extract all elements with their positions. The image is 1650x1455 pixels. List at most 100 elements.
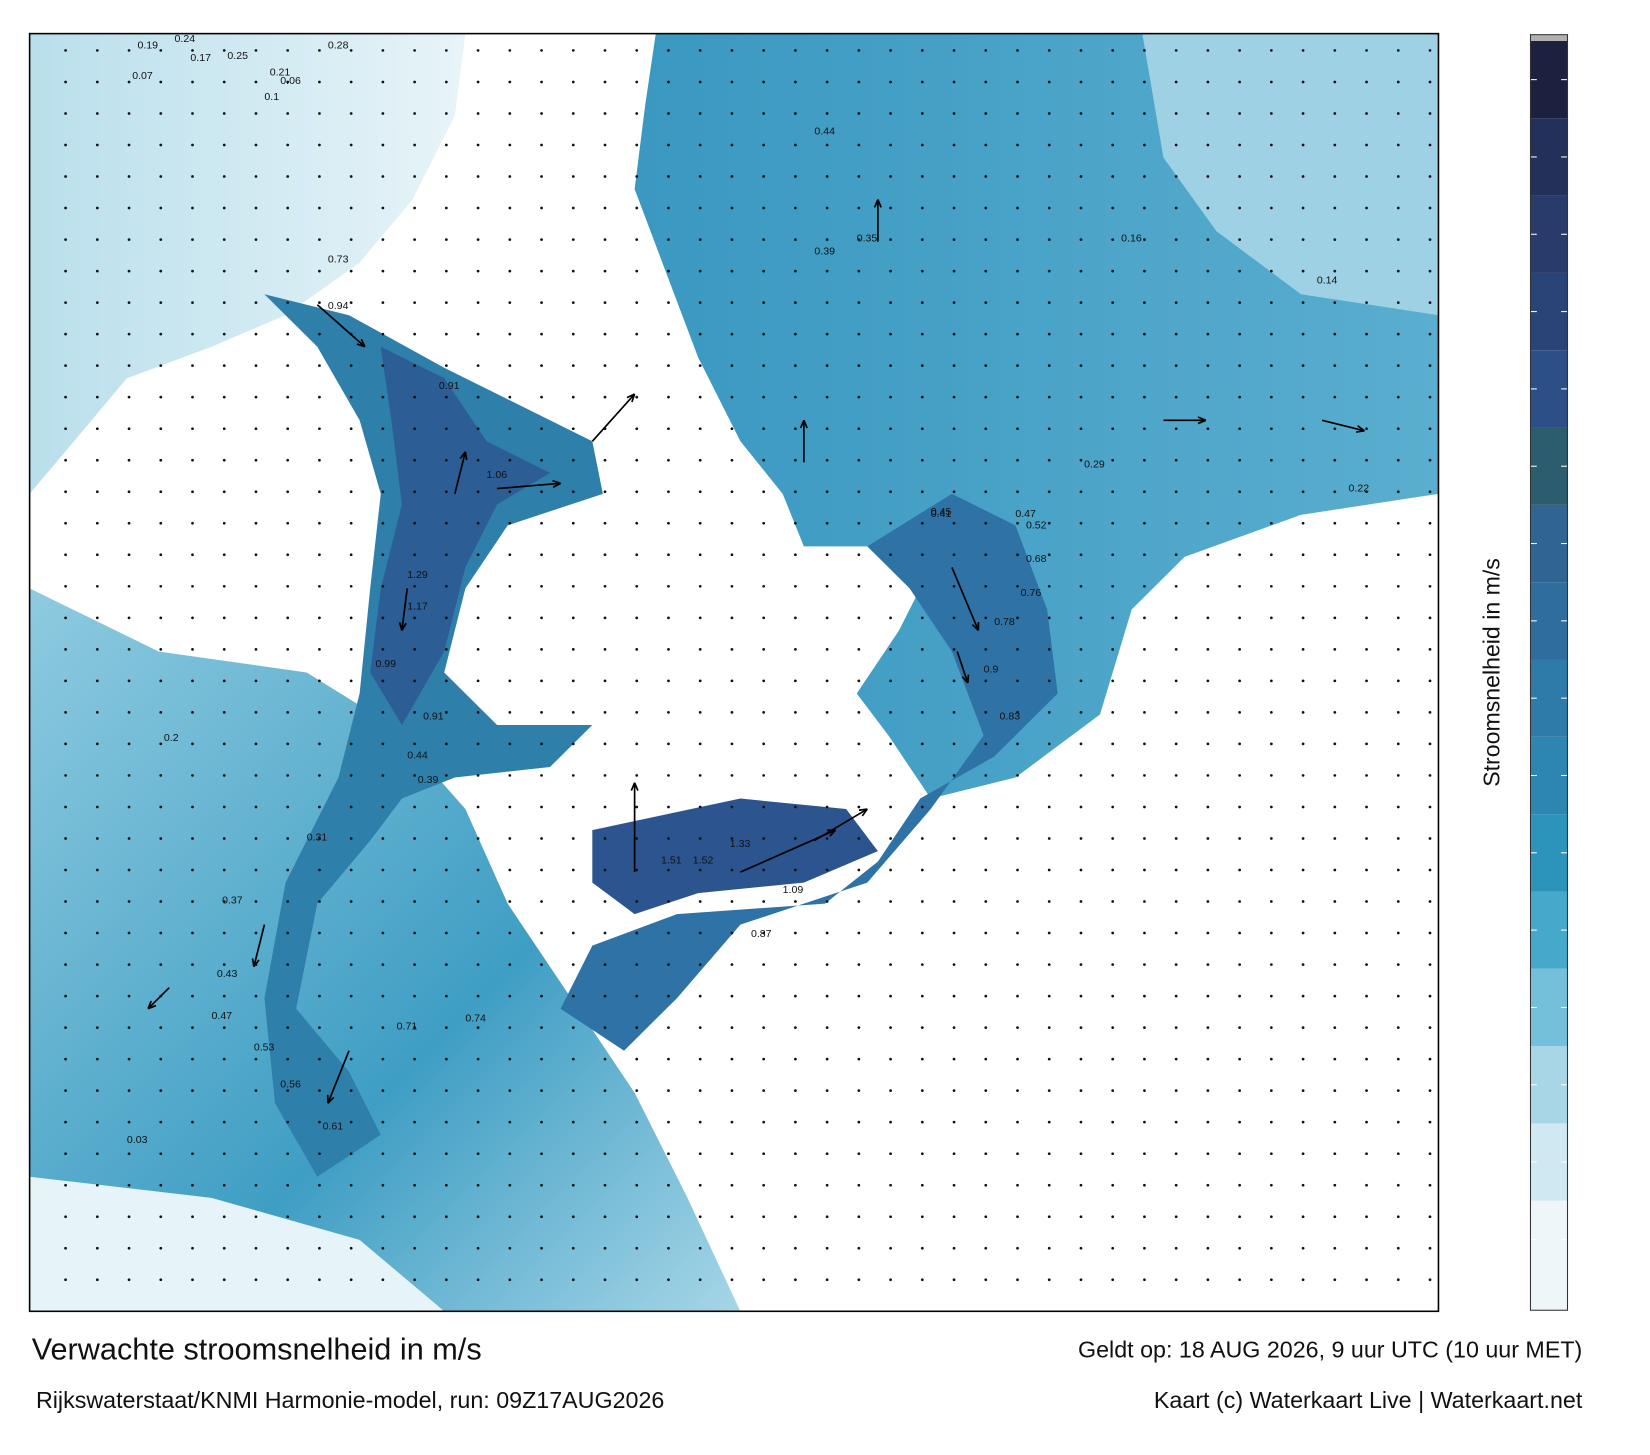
grid-dot: [603, 521, 607, 525]
grid-dot: [571, 1120, 575, 1124]
grid-dot: [889, 1215, 892, 1219]
grid-dot: [1143, 112, 1146, 115]
grid-dot: [1206, 238, 1210, 241]
grid-dot: [95, 238, 99, 241]
grid-dot: [191, 711, 194, 714]
grid-dot: [349, 80, 353, 84]
grid-dot: [64, 584, 67, 588]
grid-dot: [508, 80, 512, 84]
grid-dot: [667, 112, 670, 115]
grid-dot: [1333, 49, 1337, 52]
value-label: 0.03: [127, 1134, 148, 1146]
value-label: 0.99: [375, 658, 396, 670]
grid-dot: [889, 742, 892, 746]
grid-dot: [127, 206, 131, 210]
grid-dot: [1047, 1278, 1051, 1282]
grid-dot: [1111, 868, 1115, 872]
grid-dot: [508, 1120, 512, 1124]
grid-dot: [381, 805, 385, 809]
grid-dot: [1301, 994, 1305, 998]
grid-dot: [667, 458, 670, 462]
grid-dot: [1079, 963, 1083, 966]
grid-dot: [1238, 175, 1241, 178]
grid-dot: [1269, 1246, 1273, 1250]
grid-dot: [95, 774, 99, 777]
grid-dot: [1396, 458, 1400, 462]
grid-dot: [984, 1120, 988, 1124]
grid-dot: [1206, 1120, 1210, 1124]
grid-dot: [286, 1183, 290, 1187]
grid-dot: [381, 427, 385, 431]
grid-dot: [603, 1089, 607, 1093]
grid-dot: [381, 364, 385, 368]
grid-dot: [286, 521, 290, 525]
grid-dot: [318, 1026, 321, 1029]
grid-dot: [730, 868, 734, 872]
flow-arrow: [1321, 419, 1365, 432]
grid-dot: [127, 301, 131, 304]
grid-dot: [159, 1152, 163, 1156]
grid-dot: [857, 931, 861, 935]
grid-dot: [603, 837, 607, 840]
grid-dot: [444, 774, 448, 777]
value-label: 0.41: [931, 508, 952, 520]
grid-dot: [318, 1089, 321, 1093]
grid-dot: [95, 1183, 99, 1187]
grid-dot: [413, 206, 416, 210]
grid-dot: [1269, 427, 1273, 431]
flow-arrow: [316, 304, 366, 348]
grid-dot: [1174, 395, 1178, 399]
grid-dot: [381, 458, 385, 462]
grid-dot: [349, 900, 353, 903]
grid-dot: [444, 1057, 448, 1061]
grid-dot: [508, 427, 512, 431]
grid-dot: [1333, 679, 1337, 683]
grid-dot: [95, 963, 99, 966]
grid-dot: [381, 616, 385, 620]
grid-dot: [1333, 837, 1337, 840]
grid-dot: [920, 1246, 924, 1250]
grid-dot: [349, 458, 353, 462]
grid-dot: [159, 206, 163, 210]
grid-dot: [318, 900, 321, 903]
grid-dot: [1301, 1089, 1305, 1093]
grid-dot: [1269, 238, 1273, 241]
grid-dot: [889, 49, 892, 52]
grid-dot: [984, 364, 988, 368]
channel-east: [560, 493, 1058, 1051]
grid-dot: [1333, 900, 1337, 903]
grid-dot: [540, 364, 543, 368]
grid-dot: [1238, 1120, 1241, 1124]
grid-dot: [64, 521, 67, 525]
grid-dot: [1016, 143, 1019, 147]
grid-dot: [730, 1026, 734, 1029]
grid-dot: [540, 1120, 543, 1124]
grid-dot: [889, 616, 892, 620]
grid-dot: [698, 206, 702, 210]
grid-dot: [1111, 112, 1115, 115]
grid-dot: [286, 553, 290, 557]
grid-dot: [191, 837, 194, 840]
grid-dot: [476, 584, 480, 588]
grid-dot: [984, 427, 988, 431]
grid-dot: [603, 80, 607, 84]
grid-dot: [1428, 395, 1432, 399]
grid-dot: [762, 963, 766, 966]
grid-dot: [603, 1057, 607, 1061]
grid-dot: [698, 868, 702, 872]
grid-dot: [762, 1278, 766, 1282]
grid-dot: [1206, 1215, 1210, 1219]
grid-dot: [222, 301, 226, 304]
grid-dot: [857, 1183, 861, 1187]
grid-dot: [920, 206, 924, 210]
grid-dot: [1428, 238, 1432, 241]
grid-dot: [603, 679, 607, 683]
grid-dot: [1143, 837, 1146, 840]
grid-dot: [1143, 49, 1146, 52]
colorbar-label: Stroomsnelheid in m/s: [1479, 558, 1505, 787]
grid-dot: [1111, 238, 1115, 241]
grid-dot: [64, 1278, 67, 1282]
grid-dot: [1301, 364, 1305, 368]
grid-dot: [1269, 458, 1273, 462]
grid-dot: [889, 1120, 892, 1124]
